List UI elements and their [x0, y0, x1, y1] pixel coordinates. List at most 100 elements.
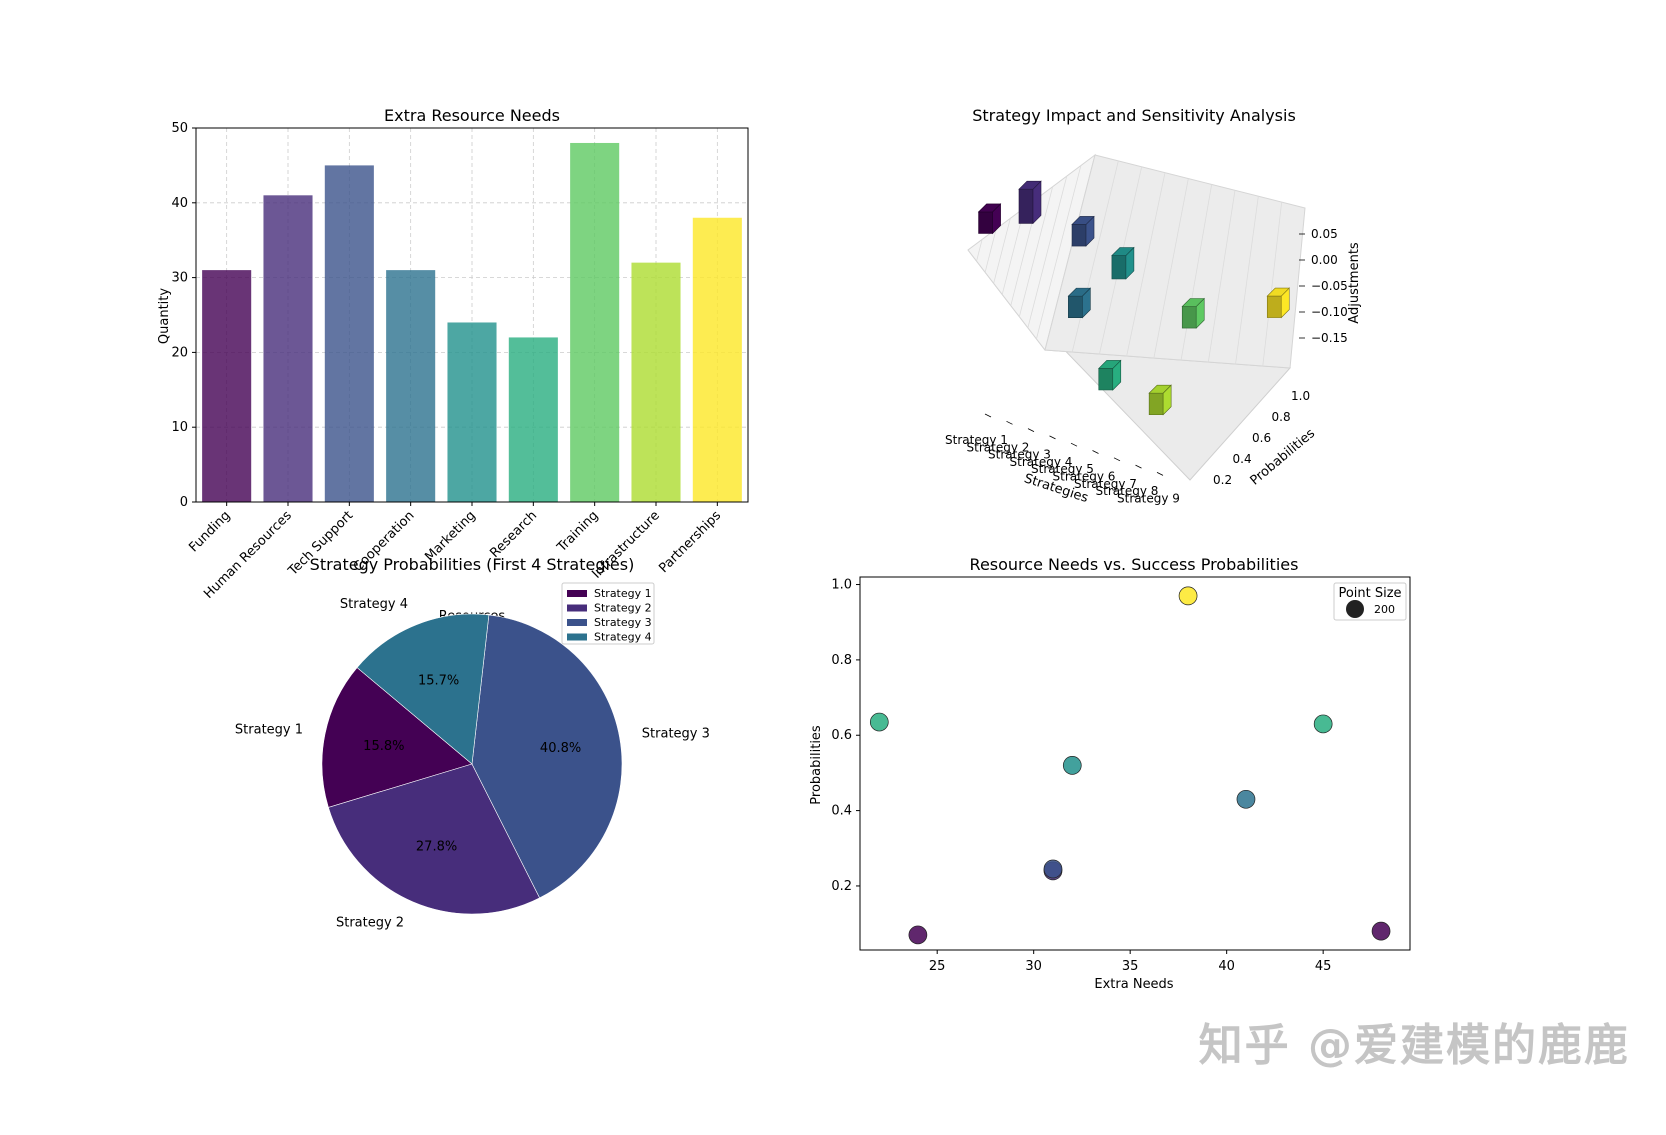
pie-slice-label: Strategy 2: [336, 916, 404, 931]
bar3d-xtick-mark: [1135, 464, 1142, 469]
bar3d-grid-line: [1207, 190, 1236, 363]
scatter-ytick-label: 0.6: [831, 728, 852, 743]
scatter-chart-xlabel: Extra Needs: [1094, 977, 1173, 992]
bar3d-ytick-label: 0.6: [1252, 431, 1271, 445]
bar3d-bar-top-8: [1148, 384, 1172, 394]
bar3d-xtick-label: Strategy 2: [967, 440, 1030, 454]
bar3d-bar-4: [1068, 295, 1083, 319]
bar-ytick-label: 40: [171, 196, 188, 211]
bar-ytick-label: 0: [180, 495, 188, 510]
bar3d-ytick-label: 1.0: [1291, 389, 1310, 403]
bar3d-bar-3: [1071, 224, 1087, 247]
scatter-legend-marker: [1346, 600, 1364, 618]
bar-xtick-label: Funding: [186, 508, 233, 555]
bar3d-ztick-label: −0.05: [1311, 279, 1348, 293]
bar3d-xtick-mark: [1156, 472, 1164, 476]
bar-7: [570, 142, 620, 502]
scatter-ytick-label: 0.8: [831, 653, 852, 668]
pie-legend-swatch: [567, 590, 587, 597]
bar3d-bar-5: [1111, 255, 1127, 280]
scatter-point-2: [1236, 789, 1256, 809]
bar3d-ztick-label: 0.00: [1311, 253, 1338, 267]
bar-ytick-label: 30: [171, 271, 188, 286]
scatter-xtick-label: 35: [1122, 959, 1139, 974]
bar-1: [202, 270, 252, 502]
bar3d-ytick-label: 0.4: [1233, 452, 1252, 466]
pie-pct-label: 15.7%: [418, 673, 459, 688]
bar-xtick-label: Training: [554, 508, 602, 556]
bar3d-bar-top-7: [1181, 298, 1205, 307]
bar-ytick-label: 50: [171, 121, 188, 136]
pie-legend-swatch: [567, 633, 587, 641]
bar3d-bar-top-2: [1018, 180, 1042, 190]
bar3d-xtick-mark: [1006, 420, 1013, 425]
bar3d-bar-7: [1181, 306, 1197, 329]
bar3d-grid-line: [1018, 186, 1054, 317]
bar3d-grid-line: [1126, 172, 1166, 357]
bar3d-xtick-label: Strategy 4: [1010, 455, 1073, 469]
pie-pct-label: 15.8%: [363, 739, 404, 754]
bar3d-chart-panel: Strategy Impact and Sensitivity Analysis…: [945, 106, 1362, 506]
scatter-point-3: [1313, 714, 1333, 734]
bar3d-grid-line: [1071, 160, 1119, 353]
bar3d-ztick-label: −0.15: [1311, 331, 1348, 345]
bar3d-grid-line: [984, 228, 997, 273]
bar-2: [263, 195, 313, 502]
pie-slice-label: Strategy 1: [235, 722, 303, 737]
bar-xtick-label: Research: [487, 508, 540, 561]
pie-legend-box: [561, 582, 655, 645]
pie-pct-label: 40.8%: [540, 741, 581, 756]
bar-5: [447, 322, 497, 502]
bar3d-ytick-label: 0.2: [1213, 473, 1232, 487]
scatter-legend-title: Point Size: [1338, 586, 1401, 601]
bar3d-xtick-mark: [1049, 435, 1056, 440]
bar3d-chart-title: Strategy Impact and Sensitivity Analysis: [972, 106, 1296, 125]
pie-legend-label: Strategy 2: [594, 602, 652, 615]
bar3d-xtick-label: Strategy 9: [1117, 491, 1180, 505]
watermark: 知乎 @爱建模的鹿鹿: [1198, 1020, 1630, 1071]
pie-slice-4: [356, 613, 490, 765]
scatter-ytick-label: 0.2: [831, 879, 852, 894]
pie-slice-label: Strategy 3: [642, 727, 710, 742]
pie-legend-label: Strategy 1: [594, 587, 652, 600]
bar-4: [386, 270, 436, 502]
bar3d-grid-line: [1036, 165, 1082, 339]
bar-8: [631, 262, 681, 502]
bar3d-bar-1: [978, 211, 993, 234]
bar3d-xtick-label: Strategy 6: [1053, 470, 1116, 484]
bar3d-xtick-label: Strategy 8: [1096, 484, 1159, 498]
bar-3: [324, 165, 374, 502]
bar3d-bar-6: [1098, 368, 1114, 391]
scatter-ytick-label: 1.0: [831, 578, 852, 593]
scatter-frame: [859, 576, 1411, 951]
bar3d-xtick-mark: [1027, 428, 1035, 432]
bar-chart-panel: Extra Resource Needs Quantity Resources …: [157, 106, 749, 624]
bar-ytick-label: 20: [171, 345, 188, 360]
pie-slice-label: Strategy 4: [340, 597, 408, 612]
bar3d-grid-line: [1180, 184, 1213, 361]
pie-slice-2: [328, 763, 541, 915]
pie-legend-swatch: [567, 619, 587, 626]
bar3d-bar-top-6: [1098, 360, 1122, 369]
pie-legend-label: Strategy 3: [594, 616, 652, 629]
bar3d-xtick-label: Strategy 5: [1031, 462, 1094, 476]
scatter-chart-panel: Resource Needs vs. Success Probabilities…: [809, 555, 1411, 992]
scatter-point-4: [1043, 859, 1063, 879]
bar3d-bar-top-3: [1071, 216, 1095, 225]
bar3d-chart-zlabel: Adjustments: [1347, 242, 1362, 324]
bar3d-xtick-mark: [1070, 442, 1078, 447]
pie-chart-panel: Strategy Probabilities (First 4 Strategi…: [235, 555, 710, 931]
bar3d-ztick-label: 0.05: [1311, 227, 1338, 241]
scatter-point-7: [1371, 921, 1391, 941]
scatter-point-9: [1178, 586, 1198, 606]
bar3d-bar-2: [1018, 188, 1034, 224]
pie-slice-3: [471, 614, 623, 899]
scatter-xtick-label: 30: [1025, 959, 1042, 974]
bar3d-xtick-label: Strategy 7: [1074, 477, 1137, 491]
scatter-xtick-label: 25: [929, 959, 946, 974]
pie-legend-swatch: [567, 604, 587, 612]
bar3d-grid-line: [1027, 176, 1068, 328]
bar3d-xtick-label: Strategy 1: [945, 433, 1008, 447]
bar3d-ytick-label: 0.8: [1272, 410, 1291, 424]
bar3d-xtick-mark: [1092, 450, 1099, 454]
